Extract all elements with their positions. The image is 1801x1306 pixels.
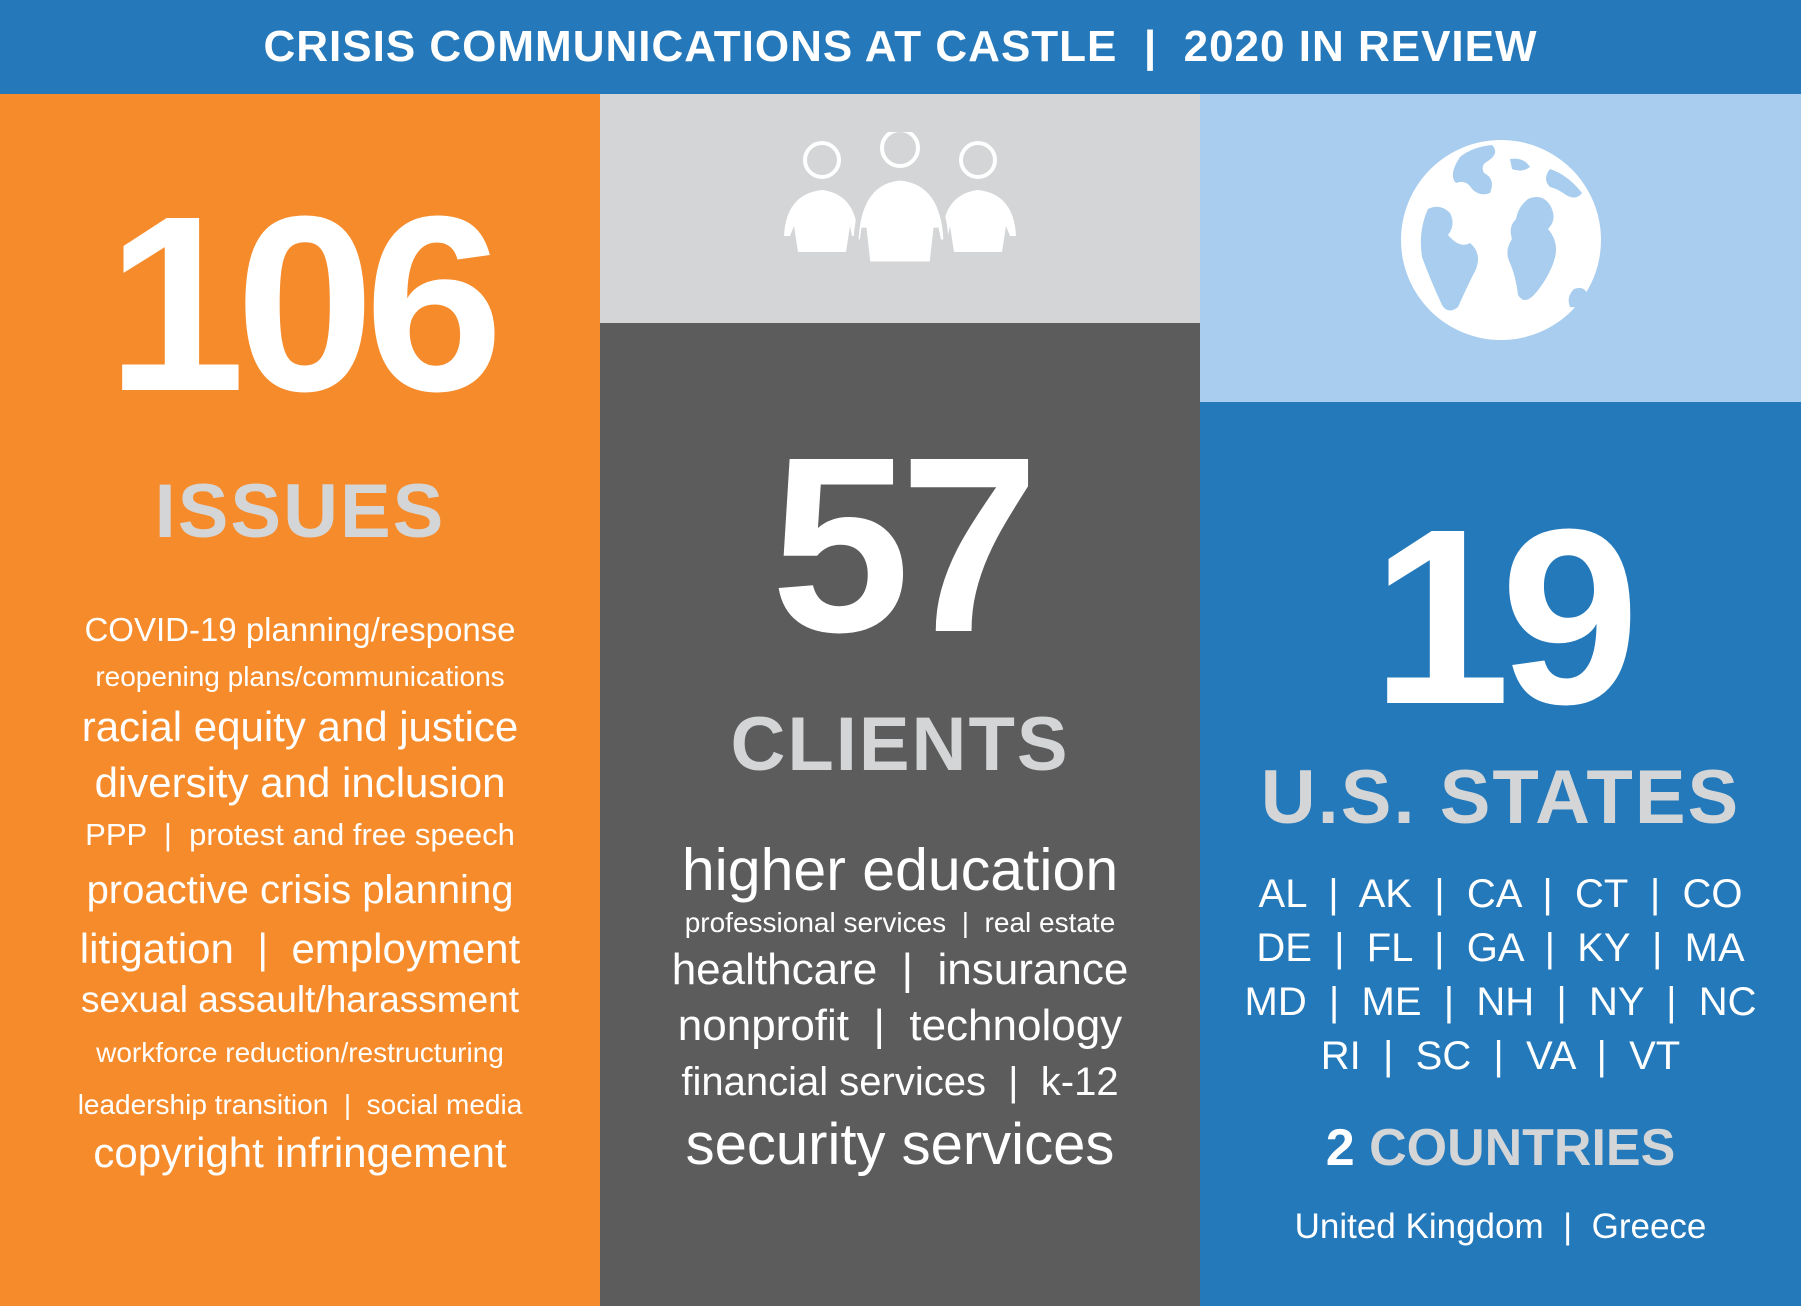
clients-icon-banner: [600, 94, 1200, 323]
people-group-icon: [784, 132, 1016, 267]
issues-panel: 106 ISSUES COVID-19 planning/response re…: [0, 94, 600, 1306]
countries-label: COUNTRIES: [1369, 1119, 1676, 1177]
countries-list: United Kingdom | Greece: [1294, 1207, 1707, 1246]
states-panel: 19 U.S. STATES AL | AK | CA | CT | CO DE…: [1200, 94, 1801, 1306]
client-sector: financial services | k-12: [681, 1060, 1119, 1104]
issue-item: racial equity and justice: [81, 703, 519, 750]
countries-count: 2: [1325, 1119, 1355, 1177]
issue-item: reopening plans/communications: [95, 661, 505, 692]
globe-icon-banner: [1200, 94, 1801, 402]
countries-heading: 2 COUNTRIES: [1200, 1118, 1801, 1178]
globe-icon: [1401, 140, 1601, 340]
page-title: CRISIS COMMUNICATIONS AT CASTLE | 2020 I…: [0, 0, 1801, 94]
issue-item: copyright infringement: [93, 1129, 507, 1176]
issue-item: litigation | employment: [79, 925, 521, 972]
clients-label: CLIENTS: [730, 702, 1070, 787]
issue-item: proactive crisis planning: [86, 868, 514, 912]
client-sector: professional services | real estate: [684, 907, 1116, 938]
states-count: 19: [1371, 477, 1639, 756]
issues-count: 106: [106, 164, 503, 443]
client-sector: security services: [685, 1112, 1115, 1177]
client-sector: nonprofit | technology: [677, 1001, 1123, 1050]
clients-panel: 57 CLIENTS higher education professional…: [600, 94, 1200, 1306]
client-sector: higher education: [681, 837, 1119, 903]
issue-item: PPP | protest and free speech: [85, 817, 515, 852]
issue-item: COVID-19 planning/response: [84, 611, 516, 648]
issue-item: diversity and inclusion: [94, 759, 506, 806]
issues-label: ISSUES: [154, 469, 446, 554]
issue-item: sexual assault/harassment: [80, 979, 520, 1020]
state-list-row: DE | FL | GA | KY | MA: [1256, 926, 1745, 970]
state-list-row: MD | ME | NH | NY | NC: [1244, 980, 1757, 1024]
issue-item: leadership transition | social media: [77, 1089, 523, 1120]
state-list-row: AL | AK | CA | CT | CO: [1258, 872, 1743, 916]
states-label: U.S. STATES: [1260, 755, 1741, 840]
client-sector: healthcare | insurance: [671, 945, 1129, 994]
issue-item: workforce reduction/restructuring: [96, 1037, 504, 1068]
clients-count: 57: [770, 405, 1039, 684]
state-list-row: RI | SC | VA | VT: [1320, 1034, 1681, 1078]
